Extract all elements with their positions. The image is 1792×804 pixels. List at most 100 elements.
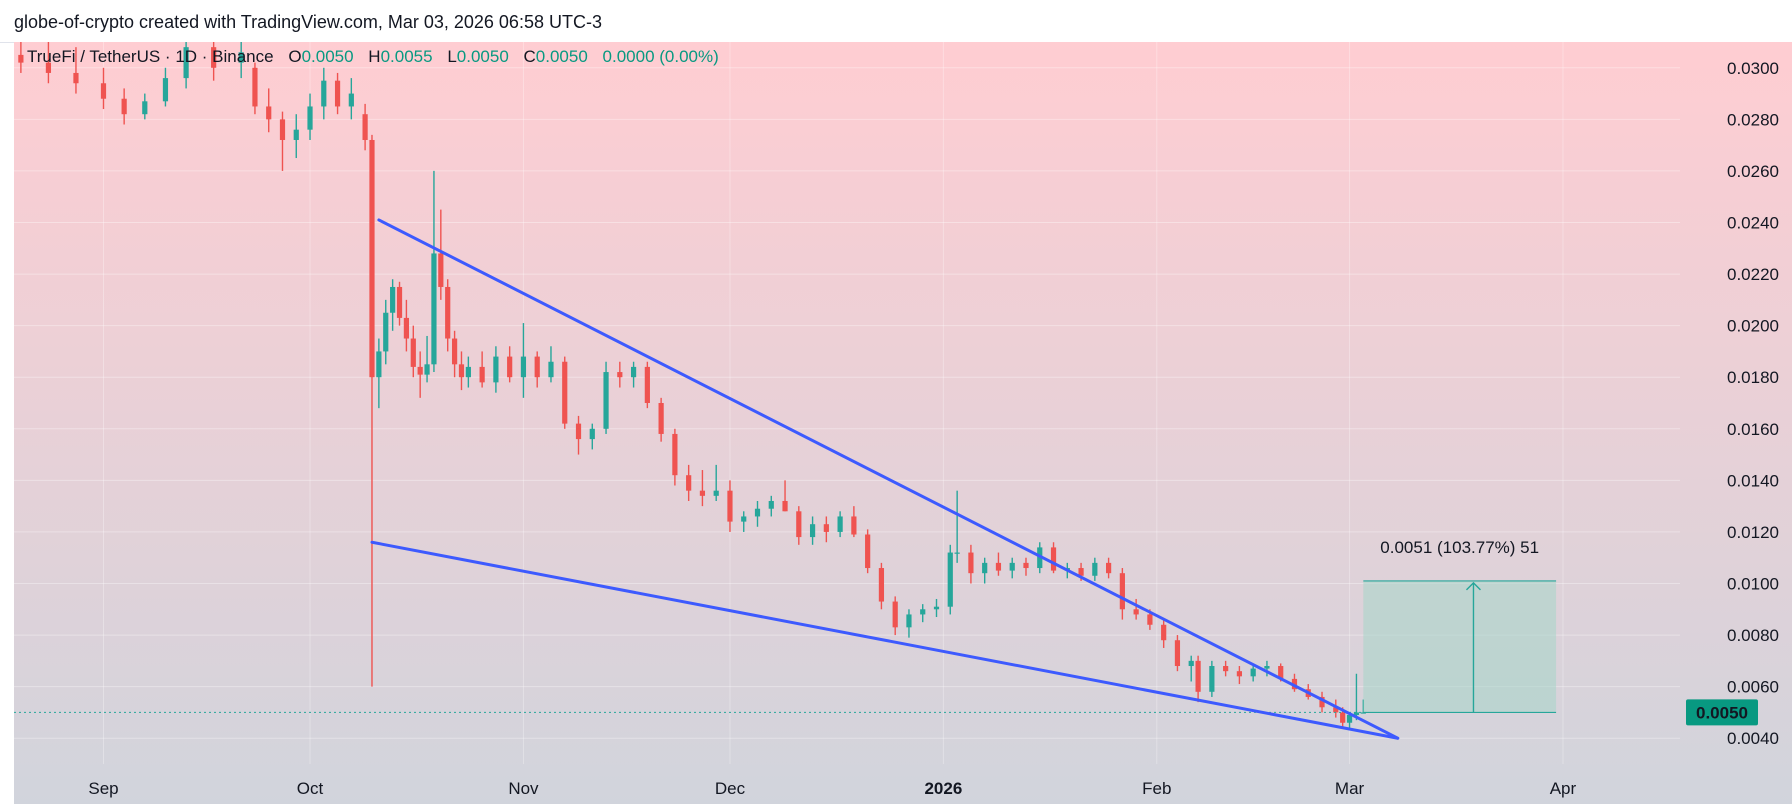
candle-body — [933, 606, 940, 610]
price-tick-label: 0.0300 — [1727, 59, 1779, 78]
candle-body — [837, 516, 843, 532]
candle-body — [603, 372, 609, 429]
candle-body — [1250, 668, 1256, 677]
candle-body — [713, 490, 719, 496]
candle-body — [183, 47, 189, 79]
candle-body — [954, 552, 960, 554]
price-tick-label: 0.0240 — [1727, 214, 1779, 233]
candle-body — [754, 508, 761, 517]
time-tick-label: Mar — [1335, 779, 1365, 798]
price-tick-label: 0.0120 — [1727, 523, 1779, 542]
measure-tool[interactable]: 0.0051 (103.77%) 51 — [14, 538, 1557, 714]
candle-body — [424, 364, 430, 375]
candle-body — [534, 356, 540, 378]
candle-body — [279, 119, 286, 140]
time-axis[interactable]: Sep Oct Nov Dec 2026 Feb Mar Apr — [88, 779, 1576, 798]
price-tick-label: 0.0080 — [1727, 626, 1779, 645]
candle-body — [768, 500, 774, 509]
time-tick-label: Sep — [88, 779, 118, 798]
candle-body — [630, 366, 637, 378]
candle-body — [1223, 666, 1229, 672]
candle-body — [1195, 660, 1201, 692]
candle-body — [451, 338, 458, 365]
candle-body — [45, 62, 52, 73]
candle-body — [617, 372, 623, 378]
candle-body — [438, 253, 444, 287]
candle-body — [1133, 609, 1139, 615]
candle-body — [493, 356, 499, 383]
candle-body — [18, 54, 24, 63]
symbol-legend: TrueFi / TetherUS · 1D · Binance O0.0050… — [27, 47, 719, 66]
current-price-tag — [1686, 699, 1758, 726]
candle-body — [1188, 660, 1194, 667]
candle-body — [507, 356, 513, 378]
candle-body — [892, 601, 898, 628]
candle-body — [376, 351, 382, 378]
legend-close-label: C — [524, 47, 536, 66]
candle-body — [390, 286, 396, 313]
candle-body — [1333, 707, 1339, 713]
candle-body — [479, 366, 485, 383]
candle-body — [369, 139, 375, 378]
legend-low-value: 0.0050 — [457, 47, 509, 66]
trendlines-layer[interactable] — [370, 218, 1400, 740]
candle-body — [321, 80, 327, 107]
candle-body — [362, 114, 368, 140]
candle-body — [1106, 562, 1112, 574]
legend-open-label: O — [288, 47, 301, 66]
candle-body — [589, 428, 595, 440]
time-tick-label: Apr — [1550, 779, 1577, 798]
candle-body — [293, 129, 299, 140]
candle-body — [562, 361, 568, 424]
candle-body — [445, 286, 451, 339]
candle-body — [968, 552, 974, 574]
measure-box — [1363, 580, 1557, 713]
legend-high-value: 0.0055 — [381, 47, 433, 66]
candle-body — [878, 568, 885, 602]
chart-attribution: globe-of-crypto created with TradingView… — [14, 12, 602, 32]
trendline-lower — [370, 540, 1400, 740]
candle-body — [995, 562, 1002, 571]
legend-high-label: H — [368, 47, 380, 66]
candle-body — [982, 562, 988, 574]
candle-body — [1009, 562, 1015, 571]
legend-low-label: L — [447, 47, 456, 66]
chart-header: globe-of-crypto created with TradingView… — [0, 0, 1792, 43]
legend-close-value: 0.0050 — [536, 47, 588, 66]
current-price-label: 0.0050 — [1696, 703, 1748, 722]
candle-body — [334, 80, 341, 107]
legend-symbol: TrueFi / TetherUS · 1D · Binance — [27, 47, 274, 66]
price-tick-label: 0.0140 — [1727, 471, 1779, 490]
price-tick-label: 0.0060 — [1727, 678, 1779, 697]
candle-body — [307, 106, 313, 130]
trendline-upper — [377, 218, 1400, 740]
price-tick-label: 0.0200 — [1727, 317, 1779, 336]
candle-body — [458, 364, 465, 378]
candle-body — [410, 338, 416, 367]
candle-body — [1147, 614, 1153, 625]
legend-text: TrueFi / TetherUS · 1D · Binance O0.0050… — [27, 47, 719, 66]
price-axis[interactable]: 0.0300 0.0280 0.0260 0.0240 0.0220 0.0200 0.01… — [1686, 59, 1779, 748]
legend-open-value: 0.0050 — [302, 47, 354, 66]
candle-body — [851, 516, 857, 535]
price-chart[interactable]: 0.0051 (103.77%) 51 0.03000.02800.02600.… — [0, 42, 1792, 804]
candle-body — [1078, 568, 1084, 576]
candle-body — [1092, 562, 1098, 576]
candle-body — [906, 614, 912, 628]
price-tick-label: 0.0040 — [1727, 729, 1779, 748]
candle-body — [686, 475, 692, 491]
candle-body — [1050, 547, 1057, 571]
measure-arrow-head — [1465, 581, 1481, 591]
candle-body — [121, 98, 127, 115]
candle-body — [699, 490, 706, 496]
candle-body — [644, 366, 650, 403]
price-tick-label: 0.0260 — [1727, 162, 1779, 181]
candle-body — [1161, 624, 1167, 641]
candle-body — [1319, 696, 1325, 708]
time-tick-label: Nov — [508, 779, 539, 798]
candle-body — [238, 52, 244, 63]
candle-body — [1278, 666, 1284, 679]
candle-body — [823, 524, 829, 532]
candle-body — [396, 286, 403, 318]
candle-body — [100, 83, 107, 99]
